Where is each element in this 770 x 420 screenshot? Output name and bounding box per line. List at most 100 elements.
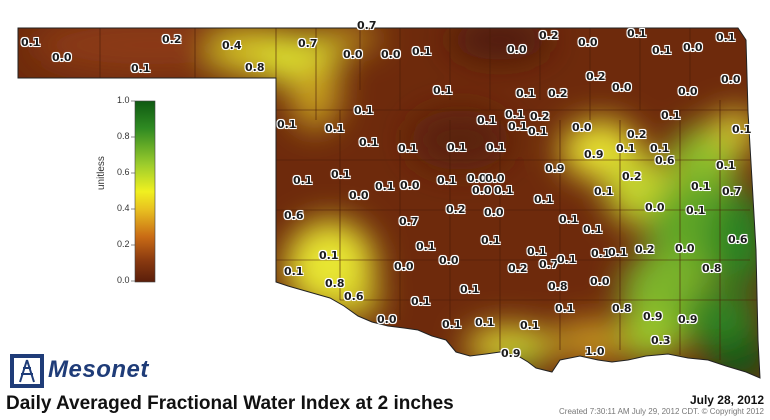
station-value: 0.0 (394, 260, 414, 273)
station-value: 0.1 (325, 122, 345, 135)
station-value: 0.0 (472, 184, 492, 197)
station-value: 0.2 (627, 128, 647, 141)
station-value: 0.0 (612, 81, 632, 94)
station-value: 0.1 (534, 193, 554, 206)
station-value: 0.1 (616, 142, 636, 155)
station-value: 0.1 (686, 204, 706, 217)
station-value: 0.1 (732, 123, 752, 136)
station-value: 0.1 (652, 44, 672, 57)
station-value: 0.1 (21, 36, 41, 49)
station-value: 0.9 (501, 347, 521, 360)
station-value: 0.0 (572, 121, 592, 134)
station-value: 0.7 (357, 19, 377, 32)
mesonet-tower-icon (10, 354, 44, 388)
station-value: 0.1 (527, 245, 547, 258)
station-value: 0.0 (467, 172, 487, 185)
station-value: 0.1 (691, 180, 711, 193)
station-value: 0.1 (437, 174, 457, 187)
station-value: 0.6 (655, 154, 675, 167)
station-value: 0.0 (590, 275, 610, 288)
station-value: 0.1 (131, 62, 151, 75)
legend-tick: 0.4 (117, 203, 130, 213)
station-value: 0.1 (319, 249, 339, 262)
station-value: 0.0 (675, 242, 695, 255)
station-value: 0.1 (583, 223, 603, 236)
station-value: 0.2 (635, 243, 655, 256)
station-value: 0.1 (608, 246, 628, 259)
station-value: 0.1 (416, 240, 436, 253)
station-value: 0.7 (539, 258, 559, 271)
station-value: 0.1 (475, 316, 495, 329)
station-value: 0.0 (507, 43, 527, 56)
station-value: 0.0 (721, 73, 741, 86)
station-value: 0.0 (52, 51, 72, 64)
station-value: 0.1 (277, 118, 297, 131)
station-value: 0.1 (559, 213, 579, 226)
station-value: 0.1 (627, 27, 647, 40)
station-value: 0.6 (728, 233, 748, 246)
map-date: July 28, 2012 (689, 393, 764, 407)
station-value: 0.0 (484, 206, 504, 219)
station-value: 0.1 (398, 142, 418, 155)
created-timestamp: Created 7:30:11 AM July 29, 2012 CDT. © … (559, 407, 764, 416)
station-value: 0.9 (643, 310, 663, 323)
station-value: 0.2 (586, 70, 606, 83)
station-value: 0.0 (349, 189, 369, 202)
station-value: 0.1 (650, 142, 670, 155)
station-value: 0.0 (683, 41, 703, 54)
legend-color-bar (131, 100, 156, 283)
county-lines (99, 28, 760, 360)
station-value: 0.2 (446, 203, 466, 216)
station-value: 0.6 (344, 290, 364, 303)
station-value: 0.1 (293, 174, 313, 187)
station-value: 1.0 (585, 345, 605, 358)
station-value: 0.8 (612, 302, 632, 315)
station-value: 0.0 (343, 48, 363, 61)
station-value: 0.8 (245, 61, 265, 74)
station-value: 0.1 (354, 104, 374, 117)
station-value: 0.0 (381, 48, 401, 61)
station-value: 0.1 (375, 180, 395, 193)
station-value: 0.1 (591, 247, 611, 260)
station-value: 0.1 (359, 136, 379, 149)
station-value: 0.1 (486, 141, 506, 154)
legend-axis-label: unitless (96, 156, 107, 190)
station-value: 0.2 (622, 170, 642, 183)
legend-tick: 0.0 (117, 275, 130, 285)
station-value: 0.1 (594, 185, 614, 198)
station-value: 0.1 (442, 318, 462, 331)
station-value: 0.2 (162, 33, 182, 46)
station-value: 0.1 (411, 295, 431, 308)
station-value: 0.1 (557, 253, 577, 266)
station-value: 0.1 (284, 265, 304, 278)
station-value: 0.1 (481, 234, 501, 247)
station-value: 0.1 (661, 109, 681, 122)
legend-tick: 1.0 (117, 95, 130, 105)
station-value: 0.9 (678, 313, 698, 326)
station-value: 0.0 (377, 313, 397, 326)
station-value: 0.0 (678, 85, 698, 98)
station-value: 0.1 (716, 159, 736, 172)
station-value: 0.0 (485, 172, 505, 185)
station-value: 0.7 (298, 37, 318, 50)
station-value: 0.1 (555, 302, 575, 315)
legend-tick: 0.8 (117, 131, 130, 141)
map-title: Daily Averaged Fractional Water Index at… (6, 393, 454, 414)
station-value: 0.8 (548, 280, 568, 293)
station-value: 0.1 (508, 120, 528, 133)
station-value: 0.1 (433, 84, 453, 97)
station-value: 0.4 (222, 39, 242, 52)
station-value: 0.1 (716, 31, 736, 44)
station-value: 0.0 (578, 36, 598, 49)
station-value: 0.1 (505, 108, 525, 121)
station-value: 0.6 (284, 209, 304, 222)
station-value: 0.1 (520, 319, 540, 332)
station-value: 0.7 (722, 185, 742, 198)
station-value: 0.1 (528, 125, 548, 138)
station-value: 0.8 (702, 262, 722, 275)
station-value: 0.2 (548, 87, 568, 100)
station-value: 0.1 (447, 141, 467, 154)
station-value: 0.2 (508, 262, 528, 275)
station-value: 0.2 (530, 110, 550, 123)
